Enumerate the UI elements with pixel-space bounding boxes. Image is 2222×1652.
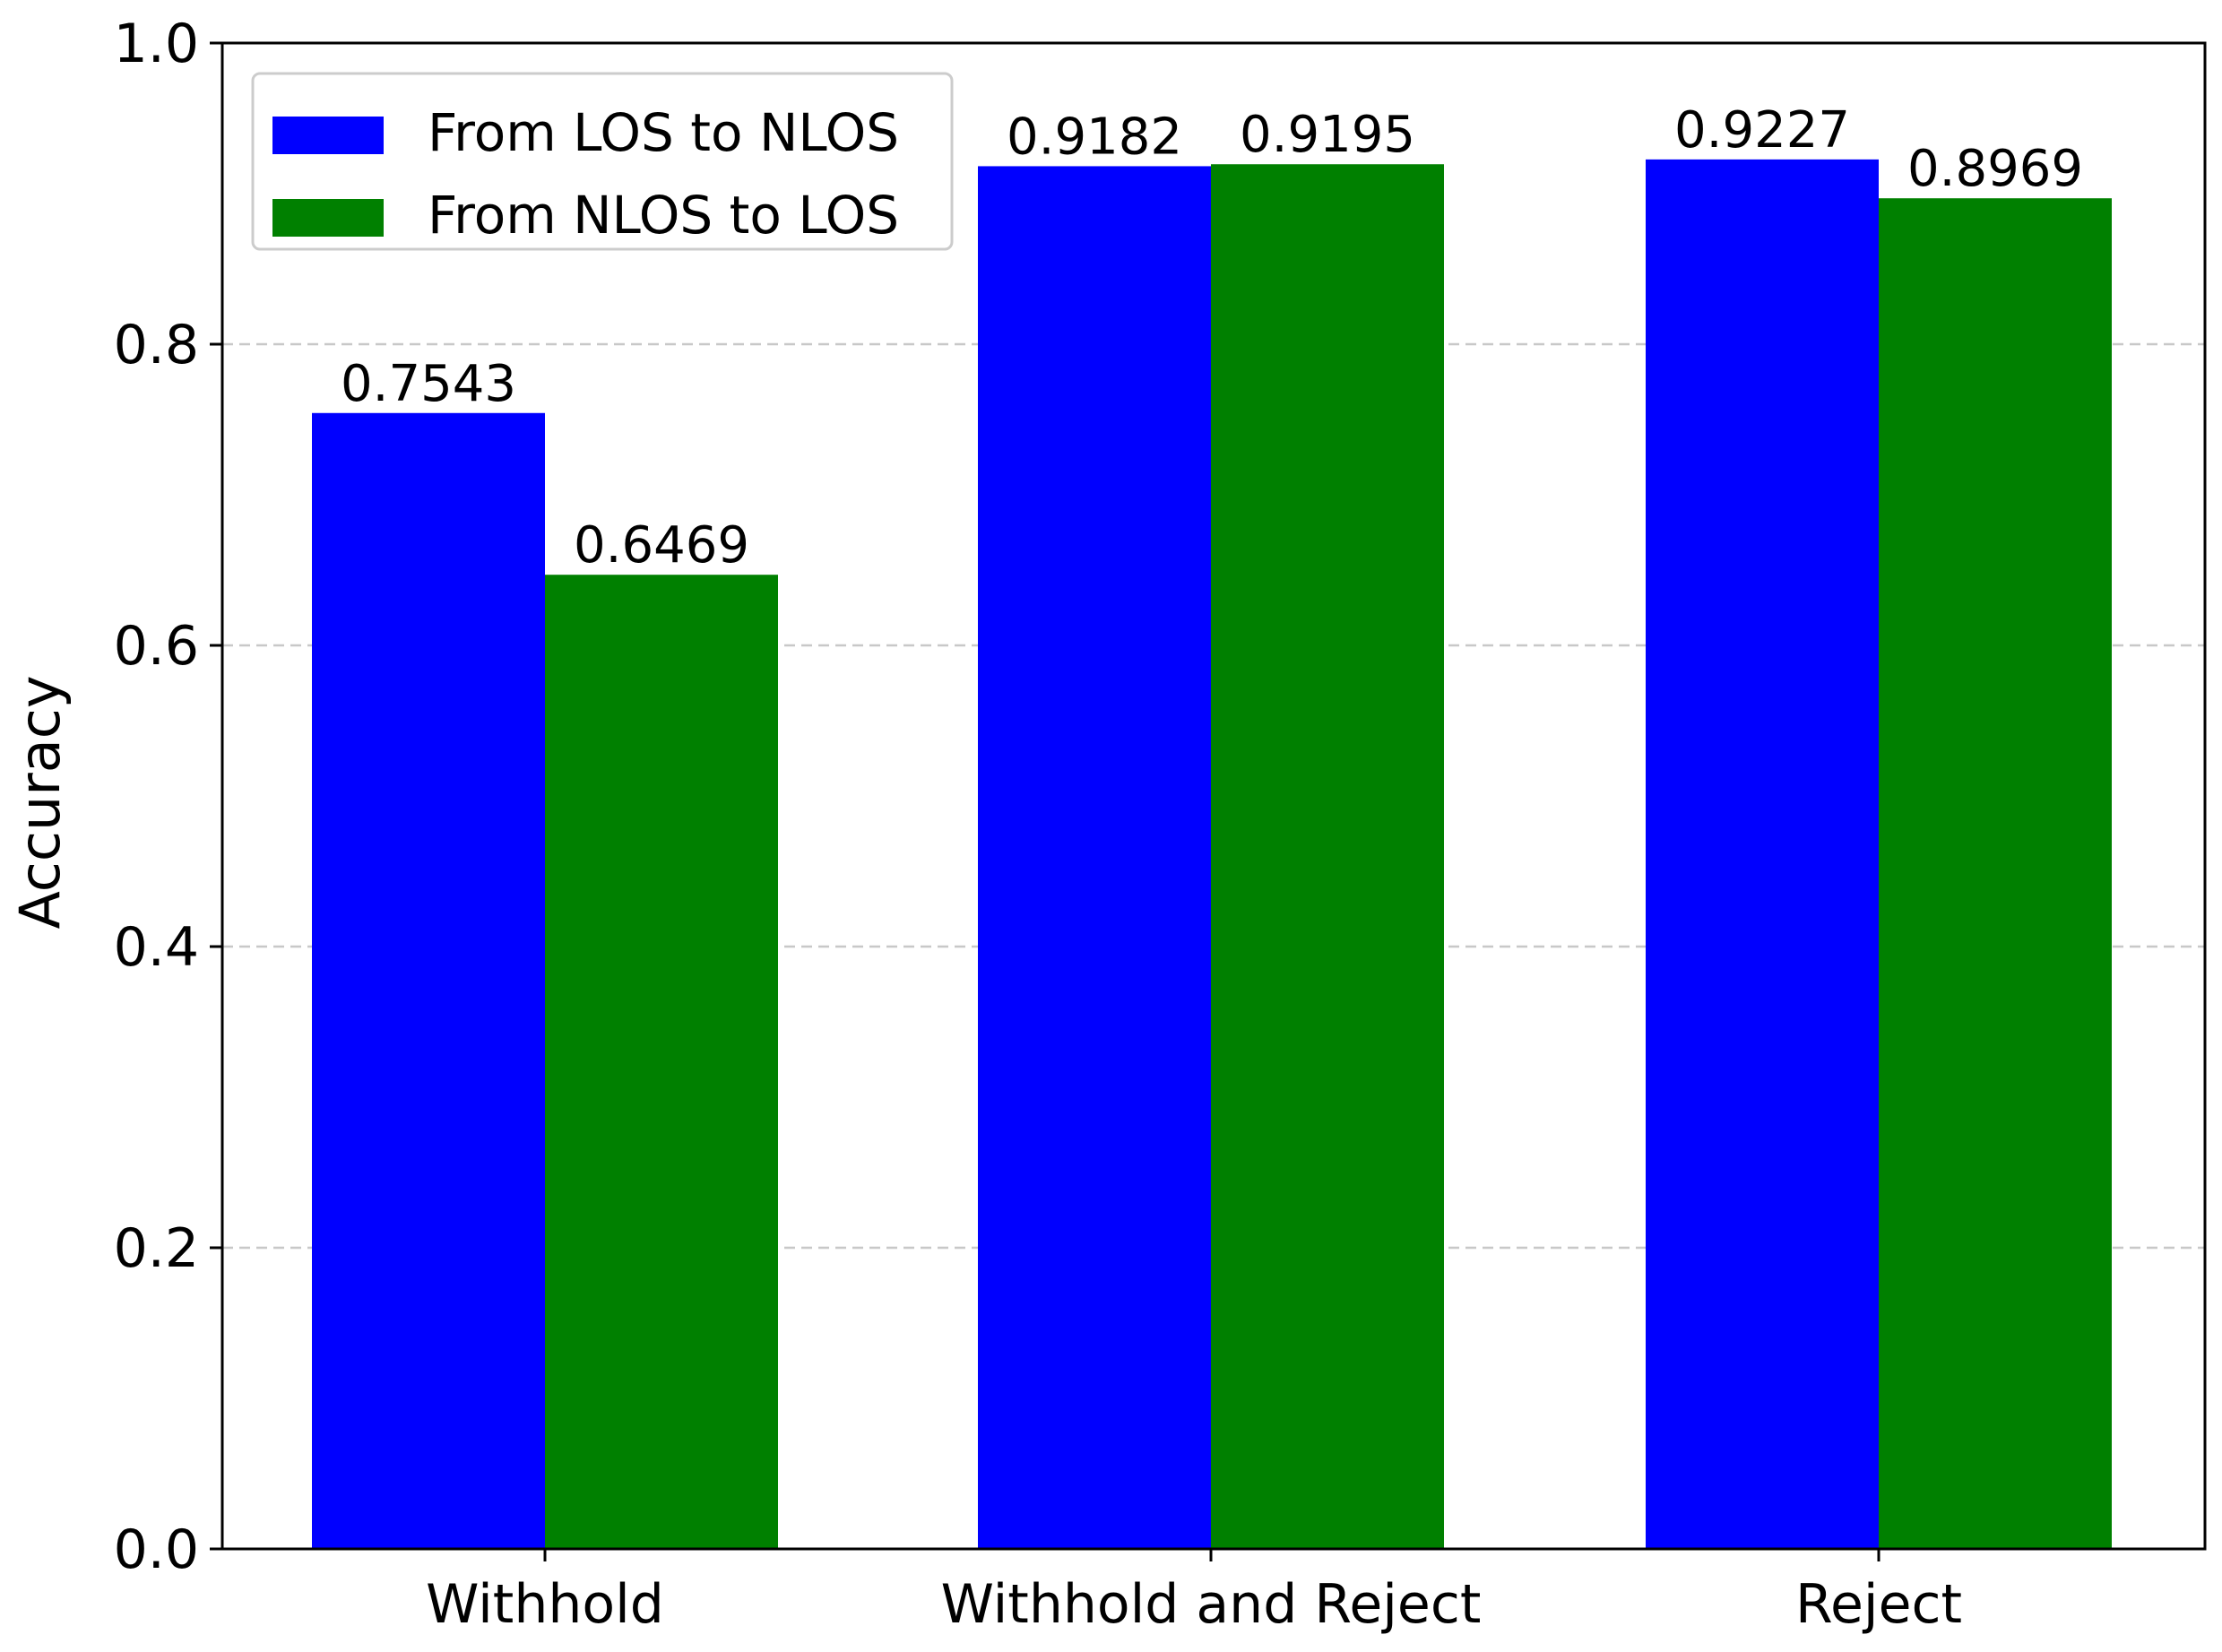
- data-labels: 0.7543 0.9182 0.9227 0.6469 0.9195 0.8969: [341, 101, 2083, 575]
- data-label: 0.8969: [1907, 140, 2083, 198]
- y-tick-label: 0.4: [114, 916, 199, 979]
- x-tick-label: Withhold and Reject: [941, 1573, 1482, 1636]
- y-tick-label: 1.0: [114, 13, 199, 75]
- data-label: 0.7543: [341, 355, 516, 413]
- legend-label: From NLOS to LOS: [428, 185, 899, 246]
- data-label: 0.9227: [1674, 101, 1850, 160]
- bar-nlos-to-los-2: [1879, 198, 2112, 1549]
- x-tick-label: Reject: [1795, 1573, 1962, 1636]
- bar-nlos-to-los-1: [1211, 164, 1444, 1550]
- y-tick-label: 0.0: [114, 1518, 199, 1581]
- bar-los-to-nlos-0: [312, 412, 545, 1549]
- axes: 0.0 0.2 0.4 0.6 0.8 1.0 Withhold Withhold and R…: [114, 13, 2207, 1636]
- legend-box: [251, 72, 954, 251]
- legend: From LOS to NLOS From NLOS to LOS: [251, 72, 954, 251]
- x-tick-label: Withhold: [426, 1573, 664, 1636]
- legend-swatch: [272, 117, 384, 154]
- bar-nlos-to-los-0: [545, 575, 778, 1549]
- data-label: 0.9182: [1007, 108, 1182, 166]
- bars: [312, 159, 2112, 1550]
- data-label: 0.6469: [574, 516, 749, 575]
- y-axis-label: Accuracy: [7, 675, 73, 929]
- plot-frame: [220, 41, 2207, 1551]
- data-label: 0.9195: [1240, 106, 1415, 164]
- y-tick-label: 0.8: [114, 314, 199, 376]
- legend-label: From LOS to NLOS: [428, 102, 899, 163]
- y-tick-label: 0.6: [114, 615, 199, 678]
- y-tick-label: 0.2: [114, 1217, 199, 1280]
- legend-swatch: [272, 199, 384, 237]
- bar-los-to-nlos-2: [1646, 159, 1879, 1549]
- bar-los-to-nlos-1: [978, 166, 1211, 1550]
